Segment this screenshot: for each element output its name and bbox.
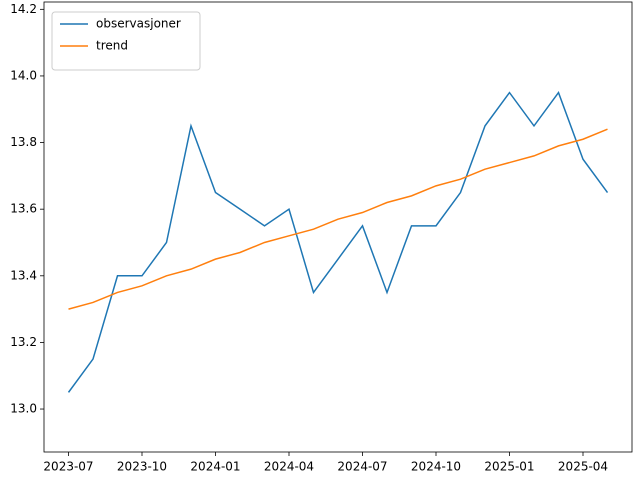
x-tick-label: 2025-04: [558, 460, 608, 474]
x-tick-label: 2024-10: [411, 460, 461, 474]
legend-label: observasjoner: [96, 17, 181, 31]
x-tick-label: 2025-01: [484, 460, 534, 474]
x-tick-label: 2024-04: [264, 460, 314, 474]
x-tick-label: 2024-01: [190, 460, 240, 474]
y-tick-label: 13.6: [10, 202, 37, 216]
y-tick-label: 13.2: [10, 335, 37, 349]
data-line: [68, 128, 608, 310]
x-tick-label: 2024-07: [337, 460, 387, 474]
x-tick-label: 2023-07: [43, 460, 93, 474]
y-tick-label: 13.8: [10, 135, 37, 149]
axes-frame: [43, 1, 633, 453]
y-tick-label: 14.0: [10, 68, 37, 82]
data-line: [67, 91, 609, 393]
y-tick-label: 13.4: [10, 268, 37, 282]
x-tick-label: 2023-10: [117, 460, 167, 474]
legend-label: trend: [96, 39, 128, 53]
legend-box: [51, 11, 201, 71]
y-tick-label: 14.2: [10, 2, 37, 16]
y-tick-label: 13.0: [10, 402, 37, 416]
legend: observasjoner trend: [51, 11, 201, 71]
